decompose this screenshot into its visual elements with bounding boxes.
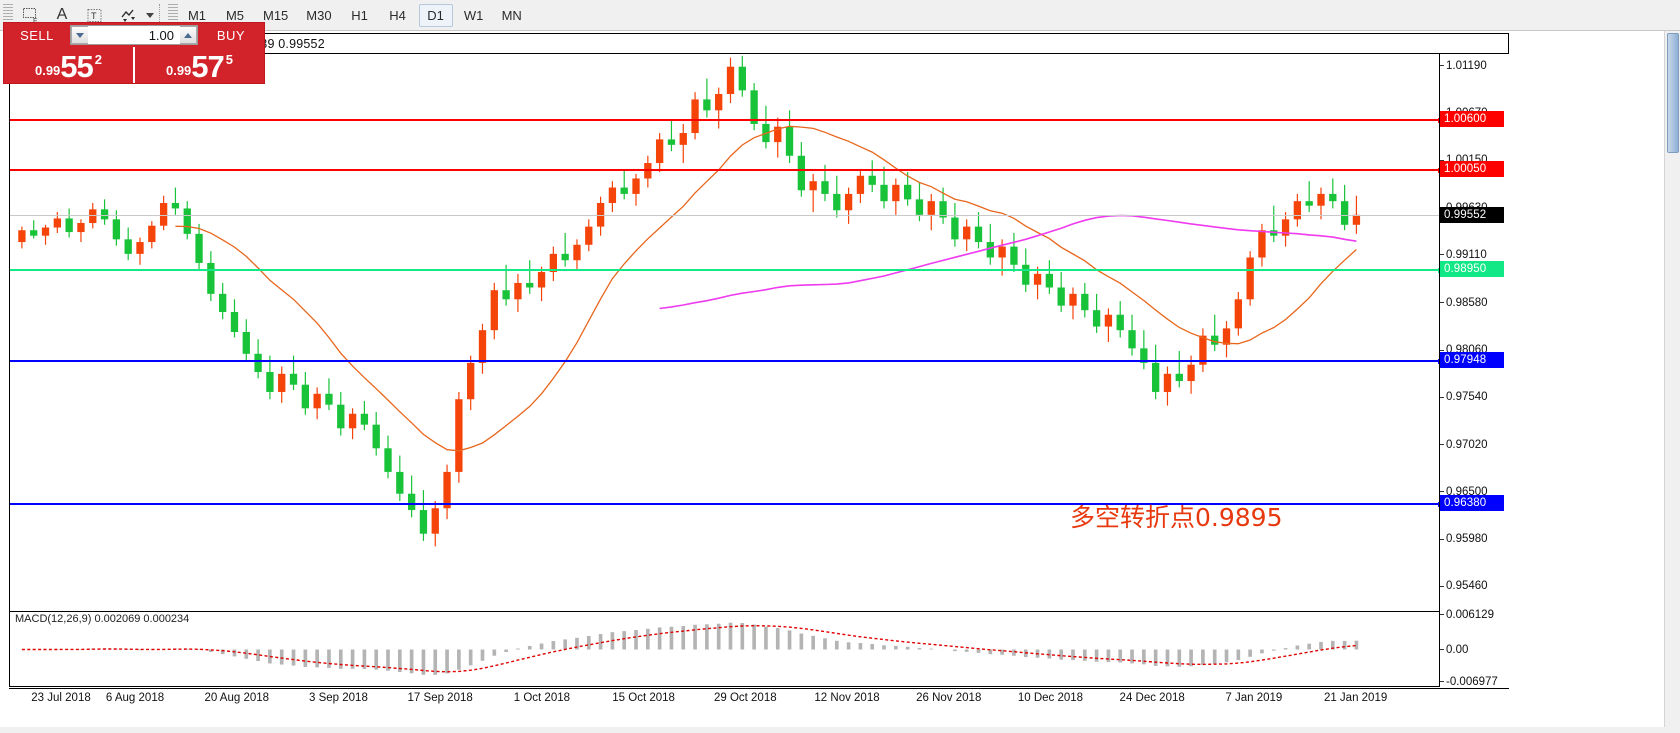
volume-input[interactable]: 1.00 [88,26,180,44]
price-plot-area[interactable]: 多空转折点0.9895 [10,54,1443,610]
templates-icon[interactable]: F [15,2,45,29]
macd-tick: 0.006129 [1440,609,1494,621]
axis-divider [1439,54,1440,687]
buy-price-prefix: 0.99 [165,63,192,78]
price-tick: 0.99110 [1440,249,1487,261]
chart-window[interactable]: USDCHF-,Daily 0.99438 0.99757 0.99339 0.… [9,33,1509,688]
sell-button[interactable]: SELL [20,27,54,43]
vertical-scrollbar[interactable] [1664,31,1680,733]
oct-price-row: 0.99 55 2 0.99 57 5 [4,47,264,83]
status-strip [0,727,1680,733]
level-line-pivot[interactable] [10,268,1443,274]
timeframe-h1[interactable]: H1 [351,7,368,23]
macd-tick: -0.006977 [1440,676,1498,688]
scrollbar-thumb[interactable] [1667,33,1679,153]
price-tag-support-1[interactable]: 0.97948 [1440,352,1504,369]
date-tick: 10 Dec 2018 [1017,692,1084,704]
price-tag-current-price[interactable]: 0.99552 [1440,206,1504,223]
oct-top-row: SELL 1.00 BUY [4,23,264,47]
sell-price-fraction: 2 [94,52,103,67]
price-axis[interactable]: 1.011901.006701.001500.996300.991100.985… [1440,54,1509,688]
timeframe-grip[interactable] [168,4,178,26]
text-label-icon[interactable]: A [56,6,68,23]
toolbar-separator [159,4,160,26]
sell-price-big: 55 [60,49,93,85]
indicators-icon[interactable] [111,2,145,29]
macd-subwindow[interactable]: MACD(12,26,9) 0.002069 0.000234 [10,611,1439,687]
level-line-resistance-2[interactable] [10,168,1443,174]
volume-stepper[interactable]: 1.00 [70,25,198,45]
timeframe-mn[interactable]: MN [501,7,522,23]
price-tick: 0.97540 [1440,391,1488,403]
volume-increment-button[interactable] [180,26,197,44]
sell-price-prefix: 0.99 [34,63,61,78]
annotation-text: 多空转折点0.9895 [1070,503,1283,532]
timeframe-h4[interactable]: H4 [389,7,406,23]
price-tick: 0.95980 [1440,533,1488,545]
date-tick: 1 Oct 2018 [513,692,571,704]
date-tick: 7 Jan 2019 [1225,692,1283,704]
timeframe-m5[interactable]: M5 [225,7,245,23]
timeframe-group: M1 M5 M15 M30 H1 H4 D1 W1 MN [178,3,531,27]
date-tick: 24 Dec 2018 [1119,692,1185,704]
chevron-up-icon [184,32,192,38]
level-line-support-1[interactable] [10,359,1443,365]
timeframe-m15[interactable]: M15 [263,7,289,23]
price-tick: 0.98580 [1440,297,1488,309]
date-tick: 23 Jul 2018 [31,692,91,704]
date-tick: 6 Aug 2018 [105,692,165,704]
macd-label: MACD(12,26,9) 0.002069 0.000234 [15,613,190,625]
buy-button[interactable]: BUY [216,27,246,43]
svg-text:T: T [91,11,97,21]
date-axis[interactable]: 23 Jul 2018 6 Aug 2018 20 Aug 2018 3 Sep 20… [9,688,1509,710]
date-tick: 15 Oct 2018 [612,692,675,704]
date-tick: 12 Nov 2018 [814,692,880,704]
date-tick: 3 Sep 2018 [309,692,368,704]
level-line-current-price[interactable] [10,214,1439,216]
sell-price-display[interactable]: 0.99 55 2 [4,47,133,83]
date-tick: 17 Sep 2018 [407,692,473,704]
macd-tick: 0.00 [1440,644,1468,656]
chevron-down-icon [76,32,84,38]
buy-price-display[interactable]: 0.99 57 5 [133,47,264,83]
date-tick: 26 Nov 2018 [916,692,982,704]
buy-price-big: 57 [191,49,224,85]
timeframe-m30[interactable]: M30 [306,7,332,23]
price-tag-pivot[interactable]: 0.98950 [1440,261,1504,278]
date-tick: 21 Jan 2019 [1323,692,1388,704]
svg-text:F: F [33,18,37,24]
price-tick: 1.01190 [1440,60,1487,72]
price-tick: 0.95460 [1440,580,1488,592]
one-click-trading-panel[interactable]: SELL 1.00 BUY 0.99 55 2 0.99 57 5 [3,22,265,84]
timeframe-d1[interactable]: D1 [418,3,453,27]
toolbar-grip[interactable] [3,4,13,26]
level-line-resistance-1[interactable] [10,118,1443,124]
price-tag-resistance-2[interactable]: 1.00050 [1440,161,1504,178]
price-tick: 0.97020 [1440,439,1488,451]
price-candles-svg [18,55,1361,547]
date-tick: 29 Oct 2018 [713,692,777,704]
main-toolbar: F A T M1 M5 M15 M30 H1 H4 D1 W1 MN [0,0,1680,31]
price-tag-support-2[interactable]: 0.96380 [1440,494,1504,511]
date-tick: 20 Aug 2018 [204,692,270,704]
timeframe-w1[interactable]: W1 [463,7,484,23]
text-box-icon[interactable]: T [79,2,109,29]
indicators-dropdown-icon[interactable] [146,12,154,18]
timeframe-m1[interactable]: M1 [187,7,207,23]
macd-svg [21,622,1359,675]
price-tag-resistance-1[interactable]: 1.00600 [1440,111,1504,128]
buy-price-fraction: 5 [225,52,234,67]
volume-decrement-button[interactable] [71,26,88,44]
